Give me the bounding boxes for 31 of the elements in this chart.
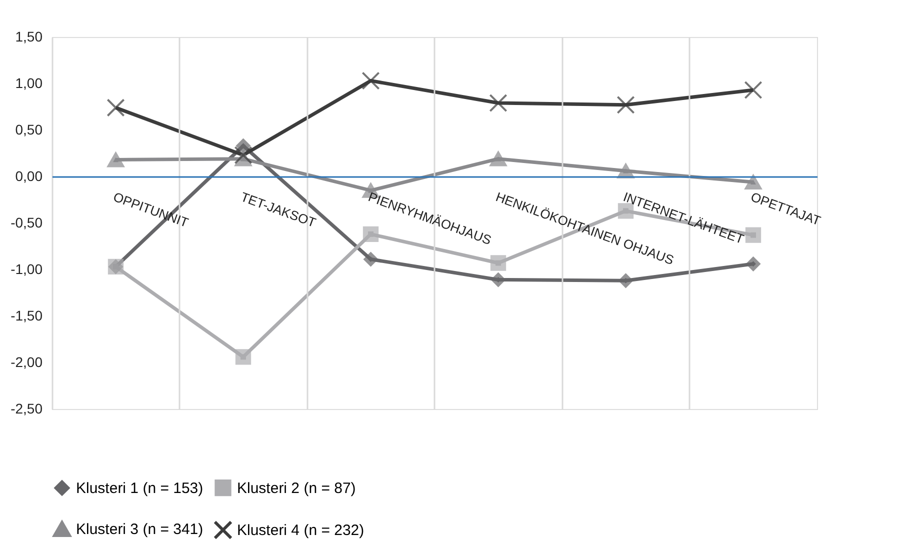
y-tick-label: -2,00 [10, 354, 43, 370]
legend-label: Klusteri 3 (n = 341) [76, 521, 204, 538]
point [490, 151, 507, 166]
point [362, 72, 380, 90]
y-tick-label: -1,00 [10, 261, 43, 277]
point [490, 255, 506, 271]
y-tick-label: -2,50 [10, 400, 43, 416]
legend-label: Klusteri 2 (n = 87) [237, 480, 356, 497]
legend-label: Klusteri 4 (n = 232) [237, 522, 364, 539]
point [617, 163, 634, 178]
y-tick-label: 0,50 [15, 122, 43, 138]
point [489, 94, 508, 112]
y-tick-label: -0,50 [10, 214, 43, 230]
point [618, 274, 633, 288]
point [616, 96, 635, 114]
point [107, 152, 124, 168]
point [746, 256, 760, 272]
point [236, 138, 250, 153]
point [106, 98, 125, 117]
point [235, 349, 252, 365]
point [744, 174, 762, 190]
point [364, 252, 378, 266]
point [234, 146, 252, 164]
y-tick-label: 1,00 [15, 75, 43, 91]
y-tick-label: 1,50 [15, 28, 43, 44]
point [745, 227, 762, 243]
y-tick-label: 0,00 [15, 168, 43, 184]
point [744, 80, 762, 100]
legend-label: Klusteri 1 (n = 153) [76, 480, 204, 497]
point [491, 272, 506, 287]
y-tick-label: -1,50 [10, 308, 43, 324]
